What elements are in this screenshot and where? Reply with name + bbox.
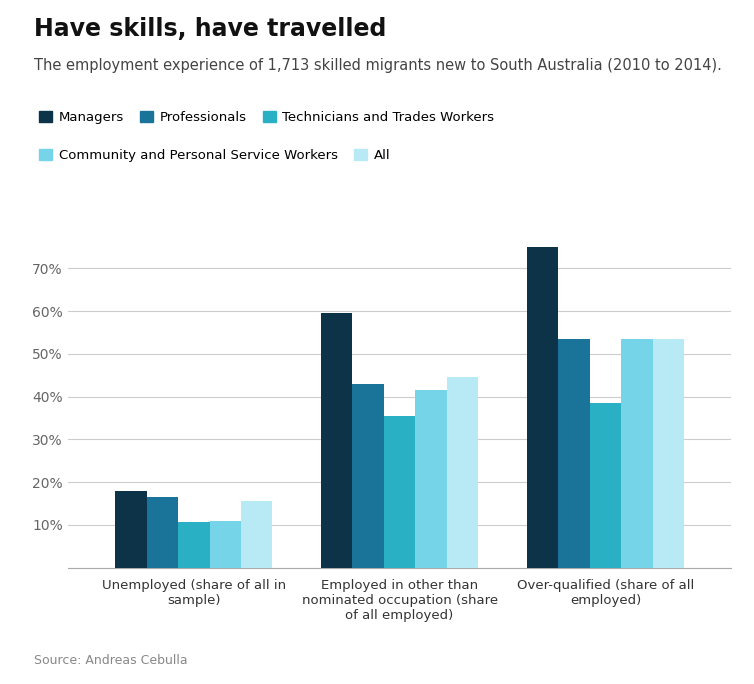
Legend: Managers, Professionals, Technicians and Trades Workers: Managers, Professionals, Technicians and… [34, 106, 500, 129]
Bar [210, 521, 241, 568]
Text: Source: Andreas Cebulla: Source: Andreas Cebulla [34, 654, 188, 667]
Bar [415, 391, 447, 568]
Bar [558, 339, 590, 568]
Bar [590, 403, 621, 568]
Bar [384, 416, 415, 568]
Legend: Community and Personal Service Workers, All: Community and Personal Service Workers, … [34, 144, 396, 167]
Bar [653, 339, 684, 568]
Bar [447, 378, 478, 568]
Bar [115, 491, 146, 568]
Bar [352, 384, 384, 568]
Bar [241, 501, 272, 568]
Text: Have skills, have travelled: Have skills, have travelled [34, 17, 386, 41]
Bar [321, 313, 352, 568]
Bar [146, 497, 178, 568]
Bar [178, 522, 210, 568]
Bar [621, 339, 653, 568]
Text: The employment experience of 1,713 skilled migrants new to South Australia (2010: The employment experience of 1,713 skill… [34, 58, 722, 73]
Bar [527, 247, 558, 568]
